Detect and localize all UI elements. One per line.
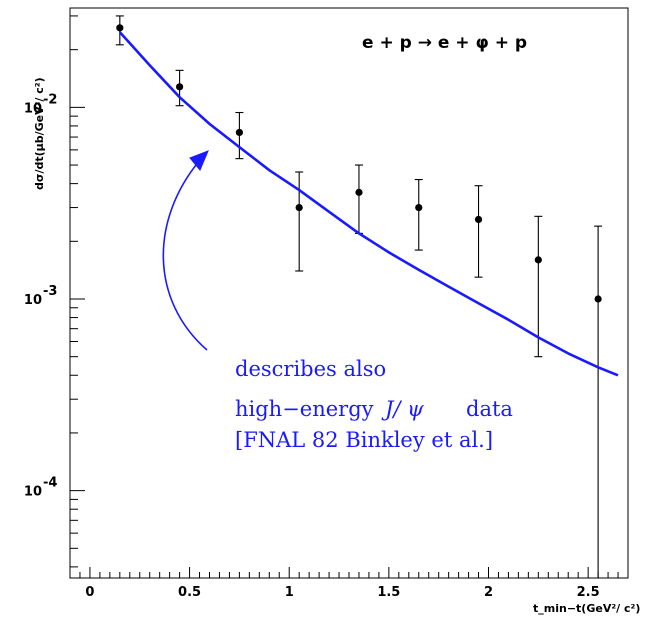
x-tick-label: 1 — [285, 585, 294, 600]
x-axis-title: t_min−t(GeV²/ c²) — [533, 602, 640, 615]
y-tick-exponent: -4 — [43, 476, 57, 491]
data-point — [415, 203, 423, 212]
y-axis-title: dσ/dt(μb/GeV²/ c²) — [33, 77, 46, 190]
data-point — [355, 188, 363, 196]
annotation-symbol: J/ ψ — [381, 397, 424, 421]
chart-labels: e + p → e + φ + p describes also high−en… — [33, 33, 640, 615]
data-point — [594, 295, 602, 303]
y-tick-exponent: -3 — [43, 284, 57, 299]
chart-marks: 0 0.5 1 1.5 2 2.510-410-310-2 — [24, 7, 629, 600]
data-point — [235, 128, 243, 137]
plot-frame — [69, 7, 629, 579]
x-tick-label: 2.5 — [577, 585, 600, 600]
y-tick-label: 10 — [24, 293, 42, 308]
x-tick-label: 1.5 — [377, 585, 400, 600]
y-tick-exponent: -2 — [43, 92, 57, 107]
annotation-line-3: [FNAL 82 Binkley et al.] — [235, 428, 493, 452]
annotation-arrow — [162, 159, 208, 351]
data-point — [295, 203, 303, 212]
data-point — [176, 83, 184, 91]
reaction-label: e + p → e + φ + p — [362, 33, 527, 53]
model-curve — [118, 31, 619, 377]
y-tick-label: 10 — [24, 101, 42, 116]
x-tick-label: 0 — [85, 585, 94, 600]
data-point — [474, 215, 483, 224]
data-point — [116, 24, 124, 32]
data-point — [534, 256, 542, 264]
x-tick-label: 2 — [484, 585, 493, 600]
annotation-line-1: describes also — [235, 357, 386, 381]
annotation-line-2: high−energy — [235, 397, 374, 421]
annotation-arrowhead — [189, 150, 209, 171]
y-tick-label: 10 — [24, 485, 42, 500]
annotation-line-2b: data — [466, 397, 513, 421]
x-tick-label: 0.5 — [178, 585, 201, 600]
